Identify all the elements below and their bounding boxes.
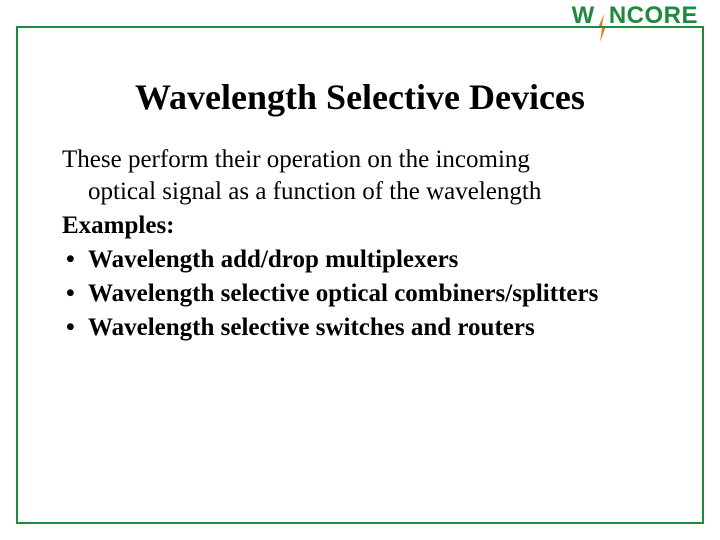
examples-list: Wavelength add/drop multiplexers Wavelen… [62,244,658,344]
list-item: Wavelength selective optical combiners/s… [62,278,658,310]
slide-frame: Wavelength Selective Devices These perfo… [16,26,704,524]
intro-text: These perform their operation on the inc… [62,144,658,208]
intro-line-2: optical signal as a function of the wave… [62,176,658,208]
slide-body: These perform their operation on the inc… [62,144,658,344]
list-item: Wavelength add/drop multiplexers [62,244,658,276]
list-item: Wavelength selective switches and router… [62,312,658,344]
intro-line-1: These perform their operation on the inc… [62,146,530,173]
examples-heading: Examples: [62,210,658,242]
slide-title: Wavelength Selective Devices [18,76,702,118]
